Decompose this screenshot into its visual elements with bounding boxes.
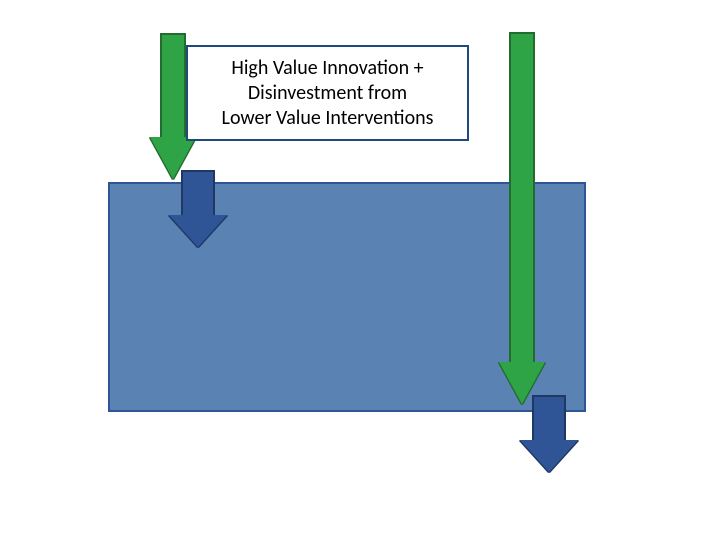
diagram-canvas: High Value Innovation + Disinvestment fr…	[0, 0, 720, 540]
arrow-head-icon	[520, 440, 578, 472]
arrow-shaft	[509, 32, 535, 362]
blue-arrow-left	[169, 170, 227, 247]
title-text-box: High Value Innovation + Disinvestment fr…	[186, 45, 469, 141]
title-text: High Value Innovation + Disinvestment fr…	[222, 56, 434, 131]
arrow-head-icon	[169, 215, 227, 247]
arrow-shaft	[181, 170, 215, 215]
arrow-shaft	[532, 395, 566, 440]
arrow-shaft	[160, 33, 186, 137]
blue-arrow-right	[520, 395, 578, 472]
green-arrow-right	[499, 32, 545, 404]
